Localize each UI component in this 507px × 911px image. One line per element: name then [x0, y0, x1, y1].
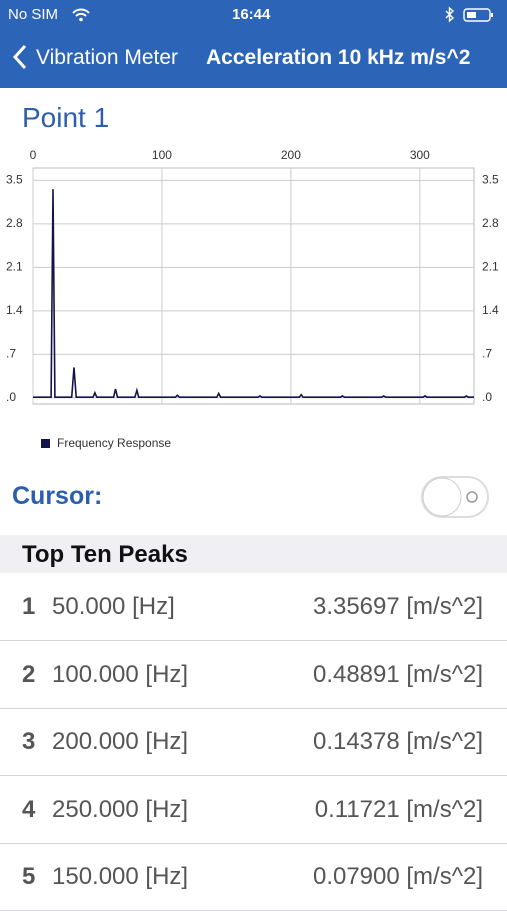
y-tick-label-right: 3.5 [482, 173, 499, 187]
x-tick-label: 300 [410, 148, 430, 162]
peak-row: 4 250.000 [Hz] 0.11721 [m/s^2] [0, 776, 507, 844]
cursor-label: Cursor: [12, 482, 103, 510]
peak-row: 5 150.000 [Hz] 0.07900 [m/s^2] [0, 843, 507, 911]
peak-rank: 3 [22, 728, 36, 755]
peak-value: 0.48891 [m/s^2] [312, 660, 483, 688]
line [33, 189, 474, 398]
cursor-toggle[interactable] [420, 474, 490, 520]
carrier: No SIM [8, 6, 59, 23]
peak-rank: 2 [22, 660, 36, 688]
section-header: Top Ten Peaks [0, 535, 507, 573]
legend-label: Frequency Response [57, 436, 171, 450]
chart-title: Point 1 [22, 102, 110, 133]
peak-row: 3 200.000 [Hz] 0.14378 [m/s^2] [0, 708, 507, 776]
plot-frame [32, 167, 475, 405]
section-title: Top Ten Peaks [22, 541, 188, 568]
peak-frequency: 100.000 [Hz] [52, 660, 189, 688]
back-button[interactable]: Vibration Meter [36, 46, 179, 69]
wifi-icon [72, 8, 90, 22]
status-icons [445, 6, 493, 23]
legend-swatch [41, 439, 50, 448]
peak-value: 0.07900 [m/s^2] [312, 863, 483, 890]
back-arrow[interactable] [12, 44, 28, 70]
x-tick-label: 200 [281, 148, 301, 162]
peak-row: 1 50.000 [Hz] 3.35697 [m/s^2] [0, 573, 507, 641]
y-tick-label: 2.1 [6, 260, 23, 274]
peak-frequency: 50.000 [Hz] [52, 593, 175, 620]
y-tick-label-right: .7 [482, 346, 492, 360]
x-tick-label: 0 [30, 148, 37, 162]
y-tick-label: .7 [6, 346, 16, 360]
y-tick-label: 2.8 [6, 216, 23, 230]
header: No SIM 16:44 Vibration Meter Acceleratio… [0, 0, 507, 88]
y-tick-label: 1.4 [6, 303, 23, 317]
y-tick-label-right: 2.8 [482, 216, 499, 230]
x-tick-label: 100 [152, 148, 172, 162]
y-tick-label-right: 1.4 [482, 303, 499, 317]
peak-frequency: 200.000 [Hz] [52, 728, 189, 755]
peak-rank: 4 [22, 795, 36, 823]
y-tick-label: 3.5 [6, 173, 23, 187]
peak-value: 3.35697 [m/s^2] [312, 593, 483, 620]
peak-row: 2 100.000 [Hz] 0.48891 [m/s^2] [0, 641, 507, 709]
peak-value: 0.14378 [m/s^2] [312, 728, 483, 755]
peak-value: 0.11721 [m/s^2] [314, 795, 483, 823]
nav-title: Acceleration 10 kHz m/s^2 [206, 46, 471, 69]
y-tick-label: .0 [6, 390, 16, 404]
y-tick-label-right: .0 [482, 390, 492, 404]
y-tick-label-right: 2.1 [482, 260, 499, 274]
time: 16:44 [232, 6, 271, 23]
peak-rank: 1 [22, 593, 36, 620]
chart: 0 100 200 300 .0 .0 .7 .7 1.4 1.4 2.1 2.1 2.8 2.8 3.5 3… [6, 148, 499, 450]
peak-frequency: 150.000 [Hz] [52, 863, 189, 890]
peak-frequency: 250.000 [Hz] [52, 795, 189, 823]
peak-rank: 5 [22, 863, 36, 890]
